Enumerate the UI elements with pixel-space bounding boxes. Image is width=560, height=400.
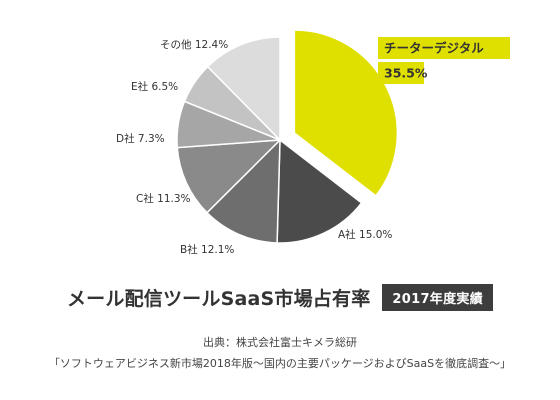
highlight-value-label-bg xyxy=(378,62,424,84)
source-publication: 「ソフトウェアビジネス新市場2018年版〜国内の主要パッケージおよびSaaSを徹… xyxy=(48,357,512,370)
slice-label-c: C社 11.3% xyxy=(136,192,191,205)
highlight-value-label: 35.5% xyxy=(384,66,428,81)
highlight-value-label-box: 35.5% xyxy=(378,62,428,84)
slice-label-a: A社 15.0% xyxy=(338,228,392,241)
chart-title-row: メール配信ツールSaaS市場占有率 2017年度実績 xyxy=(0,284,560,311)
highlight-name-label-bg xyxy=(378,37,510,59)
pie-slice-その他 xyxy=(206,36,281,142)
pie-slice-b xyxy=(205,138,281,244)
pie-slice-highlight xyxy=(293,29,399,197)
highlight-name-label: チーターデジタル xyxy=(384,41,484,56)
pie-chart: A社 15.0% B社 12.1% C社 11.3% D社 7.3% E社 6.5% その… xyxy=(116,29,510,256)
slice-label-e: E社 6.5% xyxy=(131,80,178,93)
source-credit: 出典：株式会社富士キメラ総研 xyxy=(203,336,357,349)
slice-label-b: B社 12.1% xyxy=(180,243,234,256)
highlight-name-label-box: チーターデジタル xyxy=(378,37,510,59)
pie-slice-a xyxy=(276,138,363,244)
year-badge: 2017年度実績 xyxy=(382,284,493,311)
slice-label-d: D社 7.3% xyxy=(116,132,165,145)
pie-slice-c xyxy=(176,139,282,214)
chart-title: メール配信ツールSaaS市場占有率 xyxy=(66,288,371,310)
slice-label-その他: その他 12.4% xyxy=(160,38,228,51)
